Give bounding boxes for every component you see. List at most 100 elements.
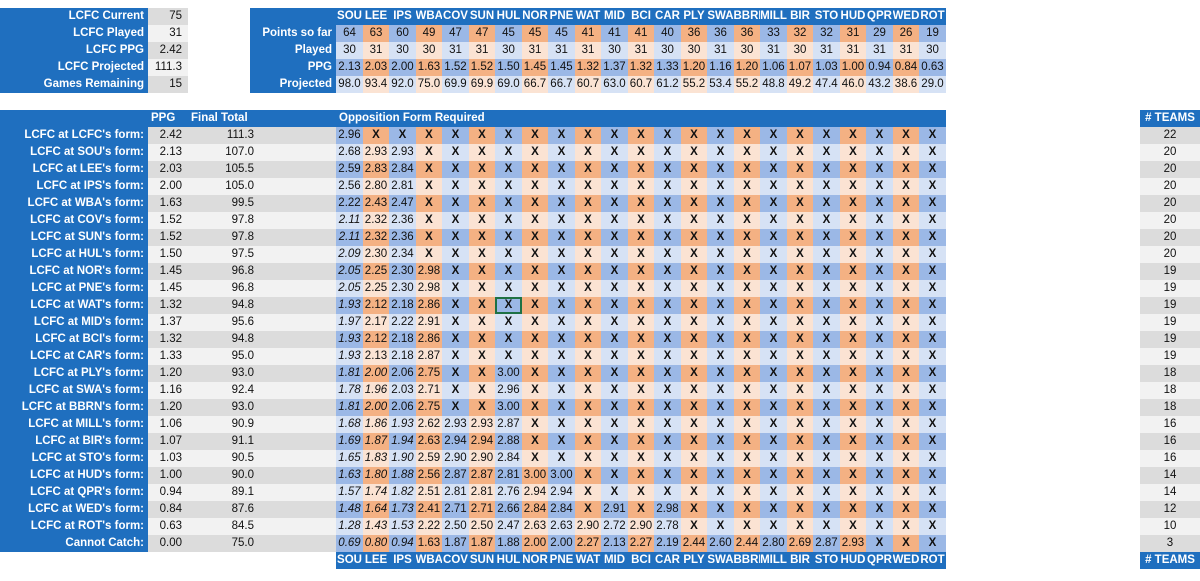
team-footer-header[interactable]: ROT xyxy=(919,552,946,569)
form-required-cell[interactable]: 2.63 xyxy=(415,433,443,450)
form-required-cell[interactable]: 2.44 xyxy=(680,535,708,552)
scenario-final-total[interactable]: 84.5 xyxy=(188,518,260,535)
form-required-cell[interactable]: 2.13 xyxy=(362,348,390,365)
form-required-cell[interactable]: X xyxy=(839,314,867,331)
form-required-cell[interactable]: X xyxy=(813,348,840,365)
form-required-cell[interactable]: X xyxy=(733,399,761,416)
form-required-cell[interactable]: X xyxy=(760,501,787,518)
form-required-cell[interactable]: 2.76 xyxy=(495,484,522,501)
scenario-ppg[interactable]: 2.42 xyxy=(148,127,188,144)
teams-count-cell[interactable]: 20 xyxy=(1140,178,1200,195)
form-required-cell[interactable]: X xyxy=(468,297,496,314)
form-required-cell[interactable]: 2.84 xyxy=(548,501,575,518)
form-required-cell[interactable]: 2.90 xyxy=(442,450,469,467)
form-required-cell[interactable]: X xyxy=(442,331,469,348)
form-required-cell[interactable]: 2.59 xyxy=(336,161,363,178)
stat-cell[interactable]: 69.9 xyxy=(468,76,496,93)
form-required-cell[interactable]: X xyxy=(627,195,655,212)
form-required-cell[interactable]: X xyxy=(760,365,787,382)
stat-cell[interactable]: 30 xyxy=(654,42,681,59)
form-required-cell[interactable]: 2.96 xyxy=(336,127,363,144)
form-required-cell[interactable]: X xyxy=(627,297,655,314)
form-required-cell[interactable]: X xyxy=(786,365,814,382)
form-required-cell[interactable]: X xyxy=(627,144,655,161)
form-required-cell[interactable]: X xyxy=(680,246,708,263)
form-required-cell[interactable]: 1.93 xyxy=(336,297,363,314)
form-required-cell[interactable]: 1.57 xyxy=(336,484,363,501)
form-required-cell[interactable]: 2.63 xyxy=(548,518,575,535)
form-required-cell[interactable]: 0.94 xyxy=(389,535,416,552)
form-required-cell[interactable]: X xyxy=(813,450,840,467)
summary-value[interactable]: 15 xyxy=(148,76,188,93)
form-required-cell[interactable]: 1.93 xyxy=(389,416,416,433)
form-required-cell[interactable]: X xyxy=(892,229,920,246)
form-required-cell[interactable]: 1.43 xyxy=(362,518,390,535)
team-header[interactable]: ROT xyxy=(919,8,946,25)
form-required-cell[interactable]: X xyxy=(495,229,522,246)
summary-value[interactable]: 31 xyxy=(148,25,188,42)
form-required-cell[interactable]: 2.86 xyxy=(415,331,443,348)
scenario-final-total[interactable]: 94.8 xyxy=(188,331,260,348)
form-required-cell[interactable]: 1.88 xyxy=(389,467,416,484)
summary-value[interactable]: 111.3 xyxy=(148,59,188,76)
form-required-cell[interactable]: X xyxy=(866,518,893,535)
scenario-ppg[interactable]: 1.00 xyxy=(148,467,188,484)
form-required-cell[interactable]: X xyxy=(733,382,761,399)
form-required-cell[interactable]: X xyxy=(919,382,946,399)
form-required-cell[interactable]: 2.81 xyxy=(468,484,496,501)
form-required-cell[interactable]: 2.11 xyxy=(336,212,363,229)
form-required-cell[interactable]: X xyxy=(654,416,681,433)
stat-cell[interactable]: 0.94 xyxy=(866,59,893,76)
form-required-cell[interactable]: 2.90 xyxy=(468,450,496,467)
form-required-cell[interactable]: X xyxy=(548,399,575,416)
team-footer-header[interactable]: MID xyxy=(601,552,628,569)
form-required-cell[interactable]: 1.28 xyxy=(336,518,363,535)
form-required-cell[interactable]: X xyxy=(813,331,840,348)
scenario-ppg[interactable]: 1.63 xyxy=(148,195,188,212)
stat-cell[interactable]: 31 xyxy=(839,42,867,59)
form-required-cell[interactable]: 3.00 xyxy=(495,399,522,416)
form-required-cell[interactable]: X xyxy=(839,348,867,365)
teams-count-cell[interactable]: 20 xyxy=(1140,195,1200,212)
form-required-cell[interactable]: X xyxy=(627,433,655,450)
form-required-cell[interactable]: 2.75 xyxy=(415,365,443,382)
form-required-cell[interactable]: X xyxy=(733,348,761,365)
form-required-cell[interactable]: X xyxy=(839,382,867,399)
form-required-cell[interactable]: X xyxy=(919,365,946,382)
form-required-cell[interactable]: X xyxy=(362,127,390,144)
form-required-cell[interactable]: X xyxy=(892,365,920,382)
form-required-cell[interactable]: 2.87 xyxy=(813,535,840,552)
stat-cell[interactable]: 55.2 xyxy=(680,76,708,93)
form-required-cell[interactable]: X xyxy=(654,467,681,484)
form-required-cell[interactable]: 2.93 xyxy=(442,416,469,433)
form-required-cell[interactable]: X xyxy=(919,433,946,450)
stat-cell[interactable]: 93.4 xyxy=(362,76,390,93)
form-required-cell[interactable]: X xyxy=(654,229,681,246)
form-required-cell[interactable]: X xyxy=(892,297,920,314)
form-required-cell[interactable]: 2.12 xyxy=(362,297,390,314)
form-required-cell[interactable]: 2.93 xyxy=(468,416,496,433)
stat-cell[interactable]: 36 xyxy=(680,25,708,42)
form-required-cell[interactable]: X xyxy=(813,365,840,382)
form-required-cell[interactable]: X xyxy=(866,535,893,552)
teams-count-cell[interactable]: 16 xyxy=(1140,416,1200,433)
scenario-final-total[interactable]: 91.1 xyxy=(188,433,260,450)
form-required-cell[interactable]: X xyxy=(548,280,575,297)
team-footer-header[interactable]: CAR xyxy=(654,552,681,569)
stat-cell[interactable]: 46.0 xyxy=(839,76,867,93)
form-required-cell[interactable]: X xyxy=(442,382,469,399)
form-required-cell[interactable]: X xyxy=(733,365,761,382)
form-required-cell[interactable]: X xyxy=(389,127,416,144)
form-required-cell[interactable]: X xyxy=(919,348,946,365)
stat-cell[interactable]: 29.0 xyxy=(919,76,946,93)
form-required-cell[interactable]: X xyxy=(654,314,681,331)
form-required-cell[interactable]: 1.87 xyxy=(468,535,496,552)
form-required-cell[interactable]: X xyxy=(892,450,920,467)
form-required-cell[interactable]: 2.27 xyxy=(574,535,602,552)
form-required-cell[interactable]: 2.00 xyxy=(548,535,575,552)
form-required-cell[interactable]: X xyxy=(495,212,522,229)
scenario-final-total[interactable]: 93.0 xyxy=(188,365,260,382)
scenario-final-total[interactable]: 97.8 xyxy=(188,212,260,229)
team-header[interactable]: BCI xyxy=(627,8,655,25)
teams-count-cell[interactable]: 19 xyxy=(1140,280,1200,297)
